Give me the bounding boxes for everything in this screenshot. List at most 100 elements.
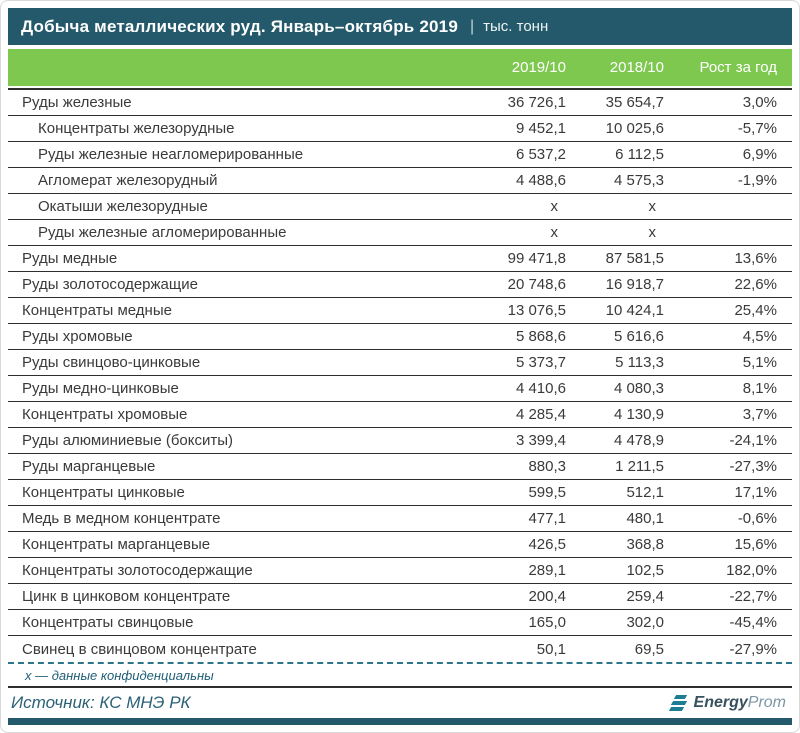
table-row: Концентраты золотосодержащие 289,1 102,5… bbox=[8, 558, 792, 584]
table-row: Руды золотосодержащие 20 748,6 16 918,7 … bbox=[8, 272, 792, 298]
growth-value: -1,9% bbox=[737, 172, 777, 189]
value-2019-10: 880,3 bbox=[528, 458, 566, 475]
value-2018-10: 259,4 bbox=[626, 588, 664, 605]
row-label: Окатыши железорудные bbox=[38, 198, 208, 215]
row-label: Концентраты свинцовые bbox=[22, 614, 194, 631]
table-body: Руды железные 36 726,1 35 654,7 3,0% Кон… bbox=[8, 88, 792, 662]
table-row: Концентраты железорудные 9 452,1 10 025,… bbox=[8, 116, 792, 142]
row-label: Руды медно-цинковые bbox=[22, 380, 179, 397]
value-2019-10: 50,1 bbox=[536, 640, 566, 658]
table-row: Свинец в свинцовом концентрате 50,1 69,5… bbox=[8, 636, 792, 662]
table-row: Руды хромовые 5 868,6 5 616,6 4,5% bbox=[8, 324, 792, 350]
row-label: Цинк в цинковом концентрате bbox=[22, 588, 231, 605]
growth-value: -27,9% bbox=[729, 640, 777, 658]
logo-text: EnergyProm bbox=[694, 694, 786, 712]
table-row: Агломерат железорудный 4 488,6 4 575,3 -… bbox=[8, 168, 792, 194]
value-2019-10: 5 373,7 bbox=[515, 354, 566, 371]
value-2018-10: 16 918,7 bbox=[605, 276, 664, 293]
row-label: Руды железные неагломерированные bbox=[38, 146, 304, 163]
value-2018-10: 5 113,3 bbox=[615, 354, 664, 371]
value-2018-10: 102,5 bbox=[626, 562, 664, 579]
growth-value: 4,5% bbox=[742, 328, 777, 345]
row-label: Руды золотосодержащие bbox=[22, 276, 198, 293]
value-2019-10: 5 868,6 bbox=[515, 328, 566, 345]
growth-value: -5,7% bbox=[737, 120, 777, 137]
row-label: Руды хромовые bbox=[22, 328, 133, 345]
value-2019-10: 4 285,4 bbox=[515, 406, 566, 423]
table-row: Руды алюминиевые (бокситы) 3 399,4 4 478… bbox=[8, 428, 792, 454]
title-bar: Добыча металлических руд. Январь–октябрь… bbox=[8, 8, 792, 45]
growth-value: 3,0% bbox=[742, 94, 777, 111]
row-label: Концентраты железорудные bbox=[38, 120, 235, 137]
table-row: Концентраты марганцевые 426,5 368,8 15,6… bbox=[8, 532, 792, 558]
table-row: Цинк в цинковом концентрате 200,4 259,4 … bbox=[8, 584, 792, 610]
value-2018-10: 6 112,5 bbox=[615, 146, 664, 163]
title-divider: | bbox=[470, 17, 475, 35]
value-2018-10: 4 478,9 bbox=[613, 432, 664, 449]
value-2019-10: 13 076,5 bbox=[507, 302, 566, 319]
row-label: Агломерат железорудный bbox=[38, 172, 218, 189]
growth-value: 3,7% bbox=[742, 406, 777, 423]
value-2018-10: х bbox=[648, 224, 657, 241]
source-row: Источник: КС МНЭ РК EnergyProm bbox=[8, 688, 792, 718]
table-row: Руды железные 36 726,1 35 654,7 3,0% bbox=[8, 90, 792, 116]
growth-value: 5,1% bbox=[742, 354, 777, 371]
value-2019-10: х bbox=[550, 224, 559, 241]
title-unit: тыс. тонн bbox=[483, 18, 549, 35]
value-2019-10: 36 726,1 bbox=[507, 94, 566, 111]
value-2018-10: 480,1 bbox=[626, 510, 664, 527]
row-label: Концентраты золотосодержащие bbox=[22, 562, 253, 579]
growth-value: 17,1% bbox=[734, 484, 777, 501]
confidentiality-footnote: х — данные конфиденциальны bbox=[8, 662, 792, 688]
value-2018-10: 1 211,5 bbox=[615, 458, 664, 475]
value-2018-10: 4 080,3 bbox=[613, 380, 664, 397]
value-2019-10: 99 471,8 bbox=[507, 250, 566, 267]
value-2018-10: 4 130,9 bbox=[613, 406, 664, 423]
table-row: Руды железные агломерированные х х bbox=[8, 220, 792, 246]
bottom-accent-bar bbox=[8, 718, 792, 725]
value-2018-10: 4 575,3 bbox=[613, 172, 664, 189]
row-label: Руды свинцово-цинковые bbox=[22, 354, 201, 371]
value-2018-10: 69,5 bbox=[634, 640, 664, 658]
row-label: Руды медные bbox=[22, 250, 118, 267]
row-label: Руды алюминиевые (бокситы) bbox=[22, 432, 234, 449]
growth-value: 13,6% bbox=[734, 250, 777, 267]
table-row: Руды медно-цинковые 4 410,6 4 080,3 8,1% bbox=[8, 376, 792, 402]
value-2019-10: 165,0 bbox=[528, 614, 566, 631]
table-row: Руды марганцевые 880,3 1 211,5 -27,3% bbox=[8, 454, 792, 480]
growth-value: -45,4% bbox=[729, 614, 777, 631]
table-row: Концентраты медные 13 076,5 10 424,1 25,… bbox=[8, 298, 792, 324]
energyprom-logo: EnergyProm bbox=[668, 694, 786, 712]
value-2019-10: 477,1 bbox=[528, 510, 566, 527]
row-label: Руды железные bbox=[22, 94, 132, 111]
growth-value: 182,0% bbox=[726, 562, 777, 579]
row-label: Концентраты медные bbox=[22, 302, 172, 319]
row-label: Концентраты цинковые bbox=[22, 484, 185, 501]
page-title: Добыча металлических руд. Январь–октябрь… bbox=[21, 16, 458, 36]
table-row: Концентраты свинцовые 165,0 302,0 -45,4% bbox=[8, 610, 792, 636]
value-2018-10: х bbox=[648, 198, 657, 215]
growth-value: 22,6% bbox=[734, 276, 777, 293]
row-label: Медь в медном концентрате bbox=[22, 510, 221, 527]
growth-value: 8,1% bbox=[742, 380, 777, 397]
energyprom-logo-icon bbox=[668, 695, 689, 711]
growth-value: -22,7% bbox=[729, 588, 777, 605]
growth-value: 15,6% bbox=[734, 536, 777, 553]
growth-value: -0,6% bbox=[737, 510, 777, 527]
table-row: Концентраты цинковые 599,5 512,1 17,1% bbox=[8, 480, 792, 506]
table-row: Руды медные 99 471,8 87 581,5 13,6% bbox=[8, 246, 792, 272]
row-label: Концентраты марганцевые bbox=[22, 536, 211, 553]
value-2019-10: 20 748,6 bbox=[507, 276, 566, 293]
value-2018-10: 368,8 bbox=[626, 536, 664, 553]
table-row: Окатыши железорудные х х bbox=[8, 194, 792, 220]
value-2019-10: 426,5 bbox=[528, 536, 566, 553]
value-2019-10: 6 537,2 bbox=[515, 146, 566, 163]
growth-value: 25,4% bbox=[734, 302, 777, 319]
source-label: Источник: КС МНЭ РК bbox=[11, 693, 191, 712]
table-header-row: 2019/10 2018/10 Рост за год bbox=[8, 49, 792, 86]
row-label: Свинец в свинцовом концентрате bbox=[22, 640, 257, 658]
value-2019-10: 289,1 bbox=[528, 562, 566, 579]
value-2018-10: 5 616,6 bbox=[613, 328, 664, 345]
table-row: Руды свинцово-цинковые 5 373,7 5 113,3 5… bbox=[8, 350, 792, 376]
